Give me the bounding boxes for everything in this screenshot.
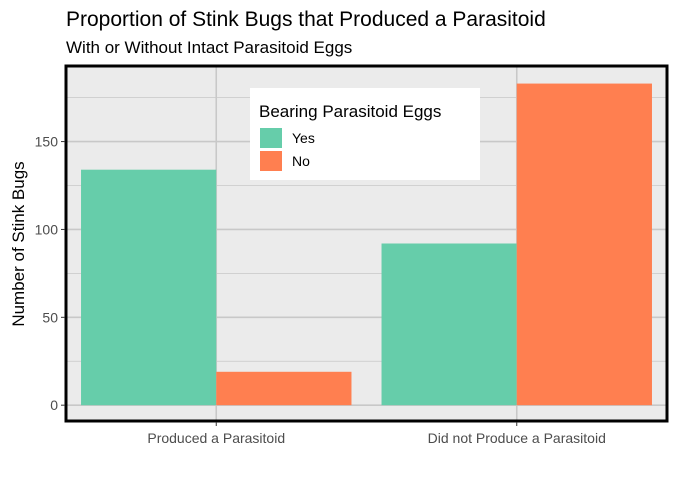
legend: Bearing Parasitoid Eggs Yes No — [250, 88, 480, 180]
y-axis-ticks: 0 50 100 150 — [35, 134, 65, 413]
bar-no-2 — [516, 83, 652, 406]
x-tick-label: Did not Produce a Parasitoid — [428, 430, 606, 446]
x-tick-label: Produced a Parasitoid — [147, 430, 285, 446]
legend-title: Bearing Parasitoid Eggs — [259, 102, 441, 121]
panel-border — [64, 64, 669, 423]
y-tick-label: 0 — [50, 397, 58, 413]
legend-key-yes — [260, 128, 282, 148]
legend-label-yes: Yes — [292, 130, 315, 146]
legend-label-no: No — [292, 153, 310, 169]
y-axis-title: Number of Stink Bugs — [9, 161, 28, 326]
y-tick-label: 100 — [35, 221, 59, 237]
x-axis-ticks: Produced a Parasitoid Did not Produce a P… — [147, 422, 606, 446]
legend-key-no — [260, 151, 282, 171]
chart-title: Proportion of Stink Bugs that Produced a… — [66, 8, 546, 31]
y-tick-label: 50 — [42, 309, 58, 325]
y-tick-label: 150 — [35, 134, 59, 150]
chart-subtitle: With or Without Intact Parasitoid Eggs — [66, 38, 352, 57]
bar-yes-2 — [381, 243, 517, 406]
legend-box — [250, 88, 480, 180]
bars — [81, 83, 652, 406]
bar-yes-1 — [81, 169, 217, 406]
bar-no-1 — [216, 371, 352, 406]
